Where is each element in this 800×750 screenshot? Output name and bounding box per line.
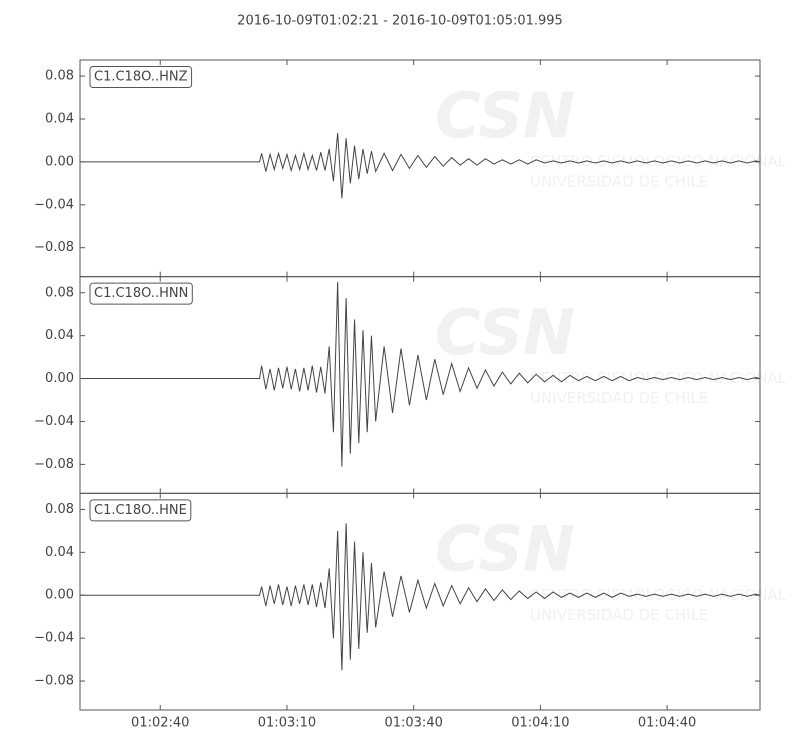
watermark: CSN <box>435 512 575 585</box>
x-tick-label: 01:02:40 <box>131 716 189 731</box>
x-tick-label: 01:03:40 <box>384 716 442 731</box>
waveform <box>80 282 761 467</box>
watermark: CSN <box>435 296 575 369</box>
trace-label-box <box>89 499 192 522</box>
y-tick-label: −0.04 <box>34 414 74 429</box>
waveform <box>80 523 761 671</box>
trace-label: C1.C18O..HNN <box>94 286 188 301</box>
y-tick-label: 0.00 <box>45 588 74 603</box>
y-tick-label: −0.08 <box>34 457 74 472</box>
watermark: CSN <box>435 79 575 152</box>
y-tick-label: −0.04 <box>34 197 74 212</box>
chart-title: 2016-10-09T01:02:21 - 2016-10-09T01:05:0… <box>237 14 563 29</box>
x-tick-label: 01:04:10 <box>511 716 569 731</box>
y-tick-label: 0.08 <box>45 285 74 300</box>
watermark: UNIVERSIDAD DE CHILE <box>530 606 708 624</box>
trace-label: C1.C18O..HNZ <box>94 70 188 85</box>
y-tick-label: 0.04 <box>45 545 74 560</box>
axes-frame <box>79 492 761 711</box>
trace-label: C1.C18O..HNE <box>94 503 187 518</box>
waveform <box>80 132 761 199</box>
x-tick-label: 01:04:40 <box>638 716 696 731</box>
y-tick-label: 0.00 <box>45 371 74 386</box>
trace-label-box <box>89 66 193 88</box>
watermark: UNIVERSIDAD DE CHILE <box>530 389 708 407</box>
y-tick-label: 0.08 <box>45 502 74 517</box>
y-tick-label: −0.08 <box>34 240 74 255</box>
y-tick-label: 0.08 <box>45 69 74 84</box>
x-tick-label: 01:03:10 <box>258 716 316 731</box>
y-tick-label: −0.08 <box>34 674 74 689</box>
watermark: UNIVERSIDAD DE CHILE <box>530 173 708 191</box>
y-tick-label: 0.04 <box>45 328 74 343</box>
trace-label-box <box>89 282 193 305</box>
y-tick-label: 0.00 <box>45 154 74 169</box>
y-tick-label: 0.04 <box>45 111 74 126</box>
y-tick-label: −0.04 <box>34 631 74 646</box>
